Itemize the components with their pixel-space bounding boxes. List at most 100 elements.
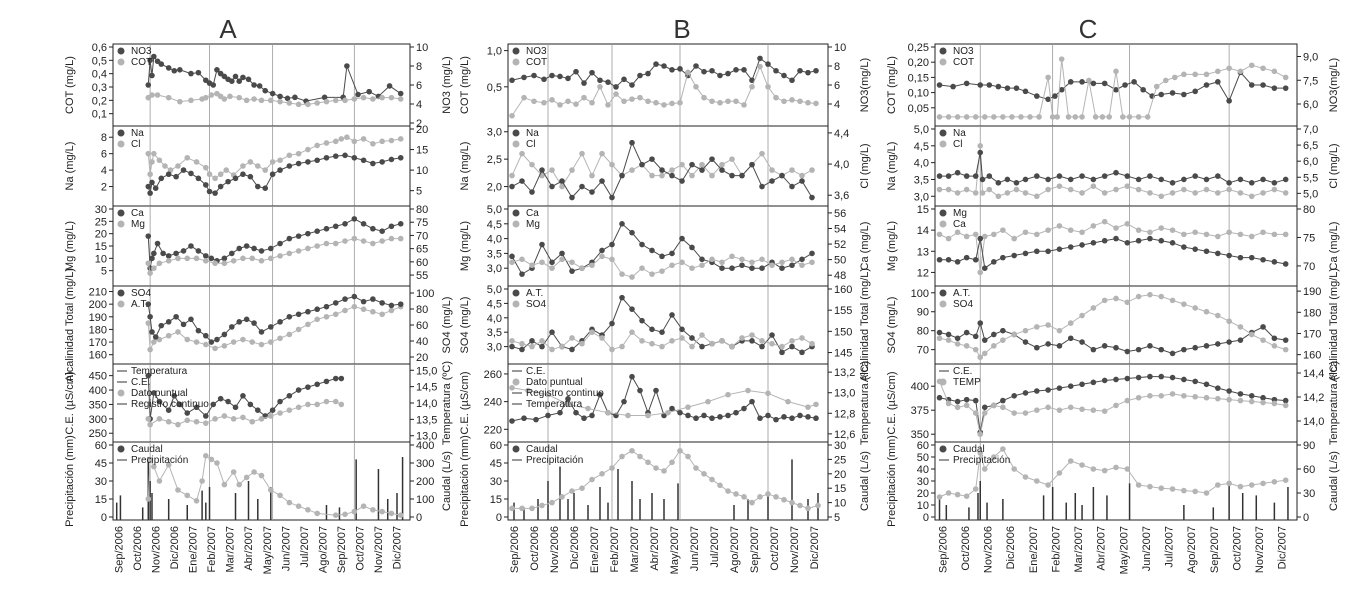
data-point xyxy=(573,68,579,75)
data-point xyxy=(1045,341,1051,347)
data-point xyxy=(954,491,961,498)
data-point xyxy=(669,167,675,173)
data-point xyxy=(1079,381,1085,388)
data-point xyxy=(981,350,988,357)
data-point xyxy=(165,462,172,468)
y2-tick-label: 70 xyxy=(416,230,428,242)
y2-tick-label: 150 xyxy=(834,326,852,338)
data-point xyxy=(360,221,367,227)
data-point xyxy=(1237,483,1244,490)
data-point xyxy=(269,159,276,165)
x-tick-label: Feb/2007 xyxy=(1050,526,1062,572)
y2-axis-label: Temperatura (ºC) xyxy=(441,361,453,445)
data-point xyxy=(286,250,293,257)
data-point xyxy=(277,398,283,405)
data-point xyxy=(305,101,311,108)
data-point xyxy=(360,298,367,305)
data-point xyxy=(1260,480,1266,487)
data-point xyxy=(701,412,707,419)
data-point xyxy=(1004,176,1011,183)
data-point xyxy=(963,80,970,87)
legend-swatch xyxy=(117,300,125,308)
data-point xyxy=(1004,190,1011,196)
data-point xyxy=(147,456,153,463)
data-point xyxy=(573,101,579,107)
x-tick-label: Sep/2006 xyxy=(509,526,521,573)
data-point xyxy=(342,97,348,104)
data-point xyxy=(689,161,695,168)
data-point xyxy=(258,248,265,254)
y-tick-label: 60 xyxy=(95,440,107,452)
data-point xyxy=(509,112,515,119)
data-point xyxy=(232,404,239,411)
data-point xyxy=(613,91,619,97)
data-point xyxy=(669,262,675,269)
y-tick-label: 350 xyxy=(911,429,929,441)
data-point xyxy=(533,416,539,423)
data-point xyxy=(1226,339,1232,345)
y2-tick-label: 20 xyxy=(416,352,428,364)
data-point xyxy=(193,255,200,262)
x-tick-label: Sep/2006 xyxy=(113,526,125,573)
data-point xyxy=(1056,407,1063,414)
data-point xyxy=(659,268,665,274)
data-point xyxy=(332,311,339,318)
data-point xyxy=(230,469,237,475)
data-point xyxy=(709,476,715,483)
data-point xyxy=(1124,375,1131,382)
data-point xyxy=(769,340,775,347)
data-point xyxy=(1090,466,1097,472)
data-point xyxy=(165,253,172,259)
data-point xyxy=(1271,396,1278,403)
data-point xyxy=(1181,487,1187,494)
data-point xyxy=(1271,343,1278,349)
data-point xyxy=(177,67,183,73)
data-point xyxy=(254,183,261,190)
data-point xyxy=(149,329,155,335)
data-point xyxy=(1013,85,1020,91)
data-point xyxy=(963,343,970,349)
data-point xyxy=(154,92,161,98)
x-tick-label: Dic/2007 xyxy=(1277,526,1289,569)
data-point xyxy=(733,67,739,73)
data-point xyxy=(637,94,643,101)
data-point xyxy=(1158,176,1165,183)
y2-tick-label: 90 xyxy=(1303,440,1315,452)
y2-tick-label: 80 xyxy=(416,204,428,216)
data-point xyxy=(963,329,970,336)
data-point xyxy=(805,404,811,410)
data-point xyxy=(649,326,655,333)
y2-tick-label: 5,5 xyxy=(1303,172,1318,184)
data-point xyxy=(789,97,795,103)
data-point xyxy=(1101,408,1108,414)
data-point xyxy=(342,296,348,302)
data-point xyxy=(221,481,228,488)
data-point xyxy=(725,98,731,105)
data-point xyxy=(1147,235,1153,242)
data-point xyxy=(1169,486,1176,492)
data-point xyxy=(1203,82,1210,88)
data-point xyxy=(1034,248,1040,255)
data-point xyxy=(1271,259,1278,265)
data-point xyxy=(749,259,755,266)
data-point xyxy=(1022,229,1029,236)
data-point xyxy=(1056,223,1063,229)
data-point xyxy=(1056,327,1063,334)
data-point xyxy=(815,502,821,509)
data-point xyxy=(609,256,615,263)
data-point xyxy=(145,320,152,326)
y2-tick-label: 2 xyxy=(416,118,422,130)
x-tick-label: Nov/2006 xyxy=(150,526,162,573)
data-point xyxy=(1090,223,1097,229)
data-point xyxy=(305,159,311,165)
data-point xyxy=(147,171,153,178)
y2-axis-label: Alcalinidad Total (mg/L) xyxy=(1328,268,1340,382)
data-point xyxy=(165,171,172,178)
data-point xyxy=(397,301,404,307)
y-tick-label: 0,4 xyxy=(92,69,107,81)
legend-label: A.T. xyxy=(526,288,543,299)
data-point xyxy=(229,250,235,257)
data-point xyxy=(653,61,659,67)
data-point xyxy=(1090,379,1097,386)
data-point xyxy=(733,409,739,416)
